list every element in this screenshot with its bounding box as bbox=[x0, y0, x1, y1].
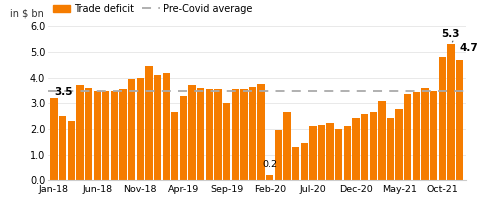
Bar bbox=[378, 101, 385, 180]
Bar bbox=[456, 60, 463, 180]
Bar bbox=[163, 73, 170, 180]
Bar bbox=[128, 79, 135, 180]
Text: 5.3: 5.3 bbox=[442, 29, 460, 39]
Bar bbox=[120, 89, 127, 180]
Bar bbox=[50, 98, 58, 180]
Text: 4.7: 4.7 bbox=[459, 43, 478, 53]
Bar bbox=[421, 88, 429, 180]
Bar bbox=[447, 44, 455, 180]
Bar bbox=[430, 91, 437, 180]
Bar bbox=[439, 57, 446, 180]
Bar bbox=[102, 91, 109, 180]
Bar bbox=[326, 123, 334, 180]
Bar bbox=[275, 130, 282, 180]
Bar bbox=[283, 112, 291, 180]
Bar bbox=[180, 96, 187, 180]
Bar bbox=[85, 88, 92, 180]
Bar bbox=[249, 87, 256, 180]
Bar bbox=[318, 125, 325, 180]
Bar bbox=[266, 175, 274, 180]
Bar bbox=[231, 89, 239, 180]
Bar bbox=[257, 84, 265, 180]
Bar bbox=[404, 94, 411, 180]
Bar bbox=[154, 75, 161, 180]
Bar bbox=[413, 92, 420, 180]
Bar bbox=[145, 66, 153, 180]
Bar bbox=[292, 147, 300, 180]
Text: 3.5: 3.5 bbox=[54, 87, 72, 97]
Bar bbox=[396, 108, 403, 180]
Bar bbox=[94, 91, 101, 180]
Bar bbox=[171, 112, 179, 180]
Bar bbox=[59, 116, 66, 180]
Bar bbox=[309, 126, 316, 180]
Legend: Trade deficit, Pre-Covid average: Trade deficit, Pre-Covid average bbox=[53, 4, 253, 14]
Bar bbox=[68, 121, 75, 180]
Bar bbox=[344, 126, 351, 180]
Bar bbox=[370, 112, 377, 180]
Bar bbox=[214, 89, 222, 180]
Bar bbox=[387, 117, 394, 180]
Text: 0.2: 0.2 bbox=[262, 160, 277, 169]
Bar bbox=[335, 129, 342, 180]
Bar bbox=[76, 85, 84, 180]
Bar bbox=[352, 117, 360, 180]
Bar bbox=[111, 91, 118, 180]
Text: in $ bn: in $ bn bbox=[11, 9, 44, 19]
Bar bbox=[137, 78, 144, 180]
Bar bbox=[189, 85, 196, 180]
Bar bbox=[361, 114, 368, 180]
Bar bbox=[197, 88, 204, 180]
Bar bbox=[300, 143, 308, 180]
Bar bbox=[240, 89, 248, 180]
Bar bbox=[223, 103, 230, 180]
Bar bbox=[205, 89, 213, 180]
